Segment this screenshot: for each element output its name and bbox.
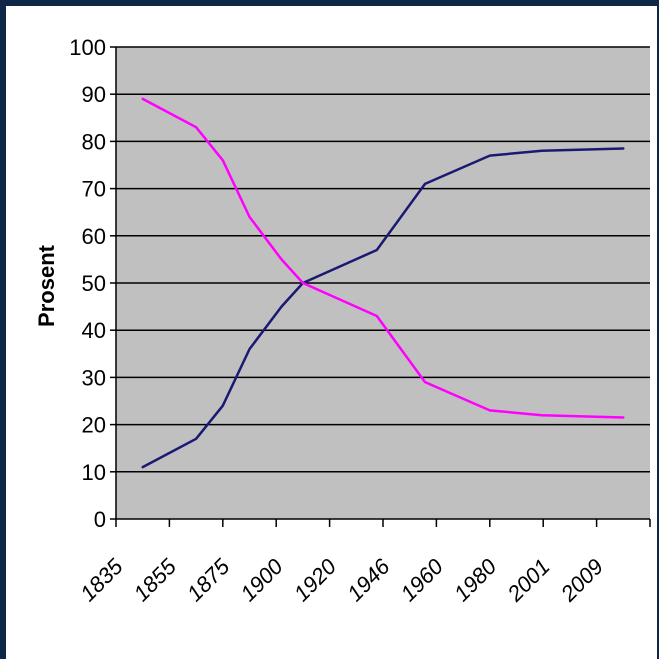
x-tick-label: 2001 (502, 554, 555, 607)
chart-frame: 0 10 20 30 40 50 60 70 80 90 100 1835 1855 1875 1900 1… (6, 6, 657, 659)
x-tick-label: 1960 (396, 553, 449, 606)
x-tick-label: 1980 (449, 553, 502, 606)
y-tick-label: 30 (82, 365, 106, 390)
x-tick-label: 1835 (75, 553, 128, 606)
y-tick-label: 90 (82, 82, 106, 107)
y-axis-label: Prosent (34, 244, 59, 327)
x-tick-label: 1900 (235, 553, 288, 606)
y-tick-label: 80 (82, 129, 106, 154)
y-tick-label: 40 (82, 318, 106, 343)
series-line-2 (141, 97, 625, 419)
y-tick-label: 20 (82, 413, 106, 438)
y-tick-label: 10 (82, 460, 106, 485)
x-tick-label: 1875 (182, 553, 235, 606)
x-tick-label: 2009 (555, 554, 608, 607)
y-tick-label: 0 (94, 507, 106, 532)
y-tick-label: 70 (82, 177, 106, 202)
y-tick-label: 100 (69, 35, 106, 60)
y-tick-label: 50 (82, 271, 106, 296)
y-tick-label: 60 (82, 224, 106, 249)
x-tick-label: 1946 (342, 553, 395, 606)
x-tick-label: 1920 (289, 553, 342, 606)
x-tick-label: 1855 (129, 553, 182, 606)
